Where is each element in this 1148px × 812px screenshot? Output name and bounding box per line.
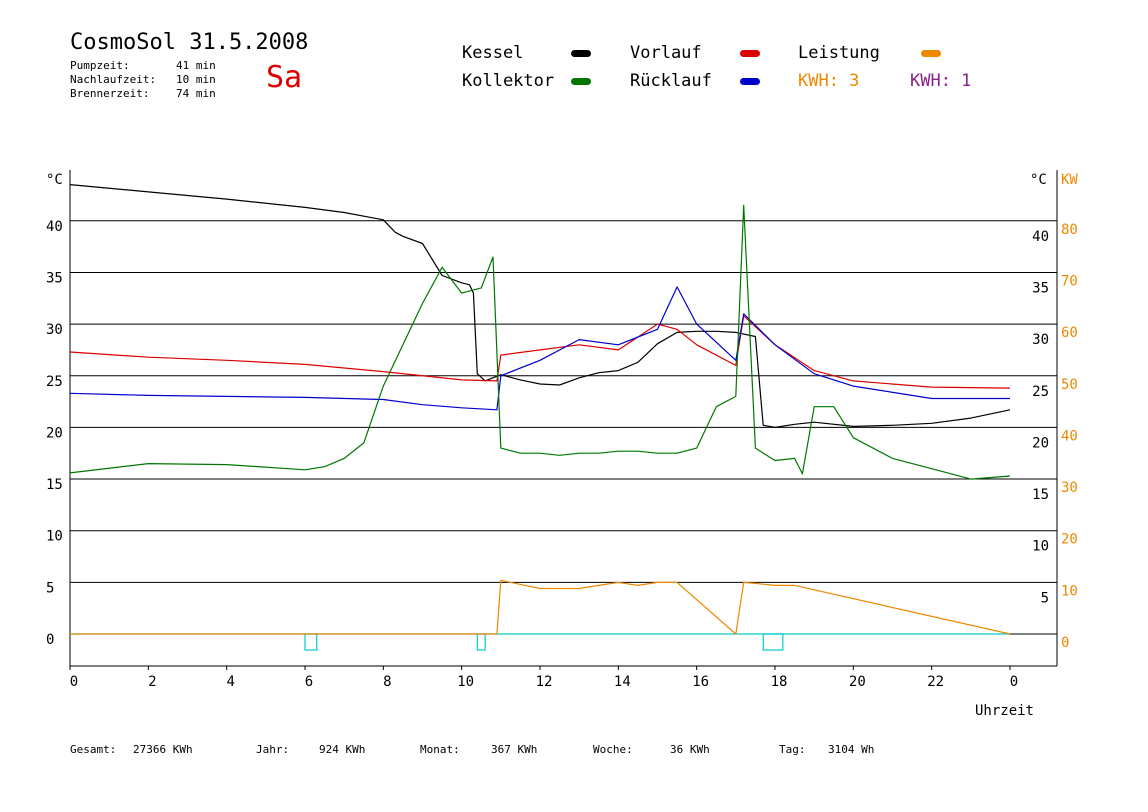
legend-vorlauf-swatch — [740, 50, 760, 57]
legend-ruecklauf-swatch — [740, 78, 760, 85]
x-tick-label: 0 — [1010, 674, 1018, 690]
series-line-leistung — [70, 579, 1011, 635]
y-axis-left-unit: °C — [46, 172, 63, 188]
footer-gesamt-label: Gesamt: — [70, 743, 117, 756]
legend-leistung-swatch — [921, 50, 941, 57]
legend-vorlauf-label: Vorlauf — [630, 43, 702, 63]
pump-interval — [762, 633, 784, 651]
y-tick-left-label: 5 — [46, 580, 54, 596]
weekday-label: Sa — [266, 60, 303, 95]
y-tick-power-label: 30 — [1061, 480, 1078, 496]
y-tick-left-label: 30 — [46, 322, 63, 338]
pump-interval — [476, 633, 486, 651]
footer-tag-label: Tag: — [779, 743, 806, 756]
y-axis-right-unit: °C — [1030, 172, 1047, 188]
footer-tag-value: 3104 Wh — [828, 743, 875, 756]
y-tick-right-label: 35 — [1032, 280, 1049, 296]
x-tick-label: 16 — [692, 674, 709, 690]
y-tick-power-label: 10 — [1061, 583, 1078, 599]
info-value-nachlaufzeit: 10 min — [176, 73, 216, 86]
footer-gesamt-value: 27366 KWh — [133, 743, 193, 756]
x-tick-label: 18 — [771, 674, 788, 690]
series-line-kessel — [69, 184, 1011, 428]
footer-jahr-label: Jahr: — [256, 743, 290, 756]
y-tick-right-label: 40 — [1032, 229, 1049, 245]
series-line-kollektor — [69, 204, 1011, 480]
footer-woche-value: 36 KWh — [670, 743, 710, 756]
legend-kollektor-swatch — [571, 78, 591, 85]
footer-monat-label: Monat: — [420, 743, 460, 756]
info-value-pumpzeit: 41 min — [176, 59, 216, 72]
x-tick-label: 20 — [849, 674, 866, 690]
footer-jahr-value: 924 KWh — [319, 743, 366, 756]
y-tick-power-label: 50 — [1061, 377, 1078, 393]
x-tick-label: 22 — [927, 674, 944, 690]
legend-kessel-label: Kessel — [462, 43, 524, 63]
info-value-brennerzeit: 74 min — [176, 87, 216, 100]
y-axis-power-unit: KW — [1061, 172, 1078, 188]
x-tick-label: 10 — [457, 674, 474, 690]
pump-interval — [304, 633, 318, 651]
y-tick-power-label: 70 — [1061, 273, 1078, 289]
y-tick-right-label: 5 — [1041, 590, 1049, 606]
series-line-vorlauf — [69, 315, 1011, 389]
y-tick-right-label: 20 — [1032, 435, 1049, 451]
x-tick-label: 6 — [305, 674, 313, 690]
y-tick-power-label: 80 — [1061, 222, 1078, 238]
y-tick-left-label: 15 — [46, 477, 63, 493]
y-tick-right-label: 25 — [1032, 384, 1049, 400]
footer-monat-value: 367 KWh — [491, 743, 538, 756]
y-tick-left-label: 0 — [46, 632, 54, 648]
y-tick-right-label: 15 — [1032, 487, 1049, 503]
x-tick-label: 2 — [148, 674, 156, 690]
legend-kessel-swatch — [571, 50, 591, 57]
legend-kollektor-label: Kollektor — [462, 71, 555, 91]
y-tick-power-label: 40 — [1061, 428, 1078, 444]
y-tick-power-label: 60 — [1061, 325, 1078, 341]
y-tick-left-label: 10 — [46, 529, 63, 545]
x-axis-label: Uhrzeit — [975, 703, 1034, 719]
y-tick-right-label: 10 — [1032, 539, 1049, 555]
info-label-brennerzeit: Brennerzeit: — [70, 87, 150, 100]
y-tick-power-label: 20 — [1061, 532, 1078, 548]
info-label-nachlaufzeit: Nachlaufzeit: — [70, 73, 157, 86]
footer-woche-label: Woche: — [593, 743, 633, 756]
series-line-rcklauf — [69, 286, 1010, 411]
y-tick-right-label: 30 — [1032, 332, 1049, 348]
x-tick-label: 8 — [383, 674, 391, 690]
x-tick-label: 12 — [536, 674, 553, 690]
y-tick-power-label: 0 — [1061, 635, 1069, 651]
x-tick-label: 14 — [614, 674, 631, 690]
y-tick-left-label: 20 — [46, 425, 63, 441]
x-tick-label: 4 — [226, 674, 234, 690]
chart-title: CosmoSol 31.5.2008 — [70, 30, 309, 55]
y-tick-left-label: 40 — [46, 219, 63, 235]
x-tick-label: 0 — [70, 674, 78, 690]
legend-kwh-b: KWH: 1 — [910, 71, 972, 91]
legend-leistung-label: Leistung — [798, 43, 880, 63]
info-label-pumpzeit: Pumpzeit: — [70, 59, 130, 72]
legend-kwh-a: KWH: 3 — [798, 71, 860, 91]
y-tick-left-label: 35 — [46, 270, 63, 286]
y-tick-left-label: 25 — [46, 374, 63, 390]
legend-ruecklauf-label: Rücklauf — [630, 71, 712, 91]
